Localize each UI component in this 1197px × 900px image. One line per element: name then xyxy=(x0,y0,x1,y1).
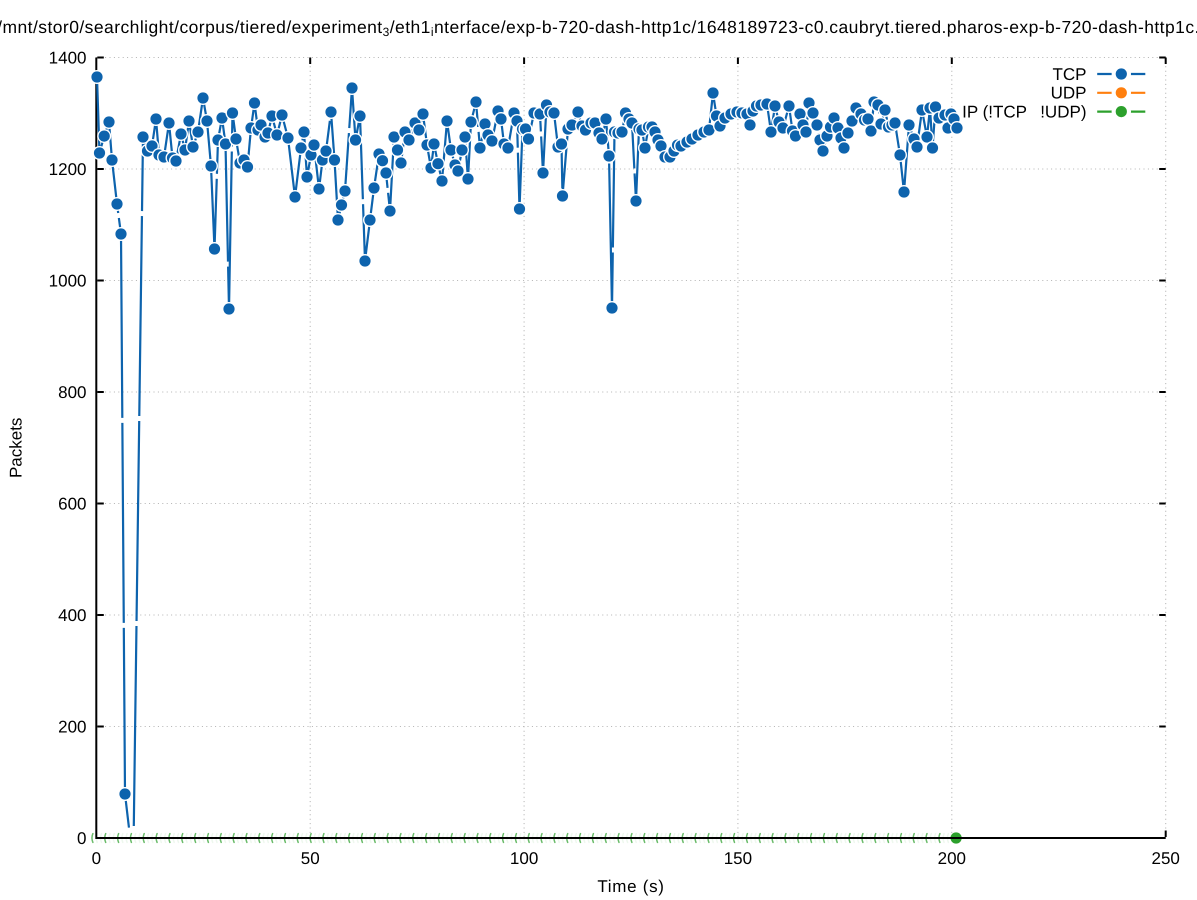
svg-text:UDP: UDP xyxy=(1051,84,1087,103)
svg-text:400: 400 xyxy=(58,606,86,625)
svg-text:Time (s): Time (s) xyxy=(597,877,664,896)
svg-text:Packets: Packets xyxy=(7,418,26,478)
svg-text:1400: 1400 xyxy=(49,49,87,68)
svg-text:1200: 1200 xyxy=(49,160,87,179)
svg-text:IP (!TCP !UDP): IP (!TCP !UDP) xyxy=(962,103,1086,122)
svg-text:150: 150 xyxy=(724,849,752,868)
svg-text:250: 250 xyxy=(1152,849,1180,868)
svg-text:0: 0 xyxy=(77,829,86,848)
svg-text:0: 0 xyxy=(92,849,101,868)
svg-text:TCP: TCP xyxy=(1053,65,1087,84)
svg-text:100: 100 xyxy=(510,849,538,868)
svg-text:/mnt/stor0/searchlight/corpus/: /mnt/stor0/searchlight/corpus/tiered/exp… xyxy=(0,17,1197,39)
svg-text:600: 600 xyxy=(58,495,86,514)
svg-text:1000: 1000 xyxy=(49,272,87,291)
svg-text:200: 200 xyxy=(938,849,966,868)
svg-text:50: 50 xyxy=(301,849,320,868)
svg-text:200: 200 xyxy=(58,718,86,737)
svg-text:800: 800 xyxy=(58,383,86,402)
